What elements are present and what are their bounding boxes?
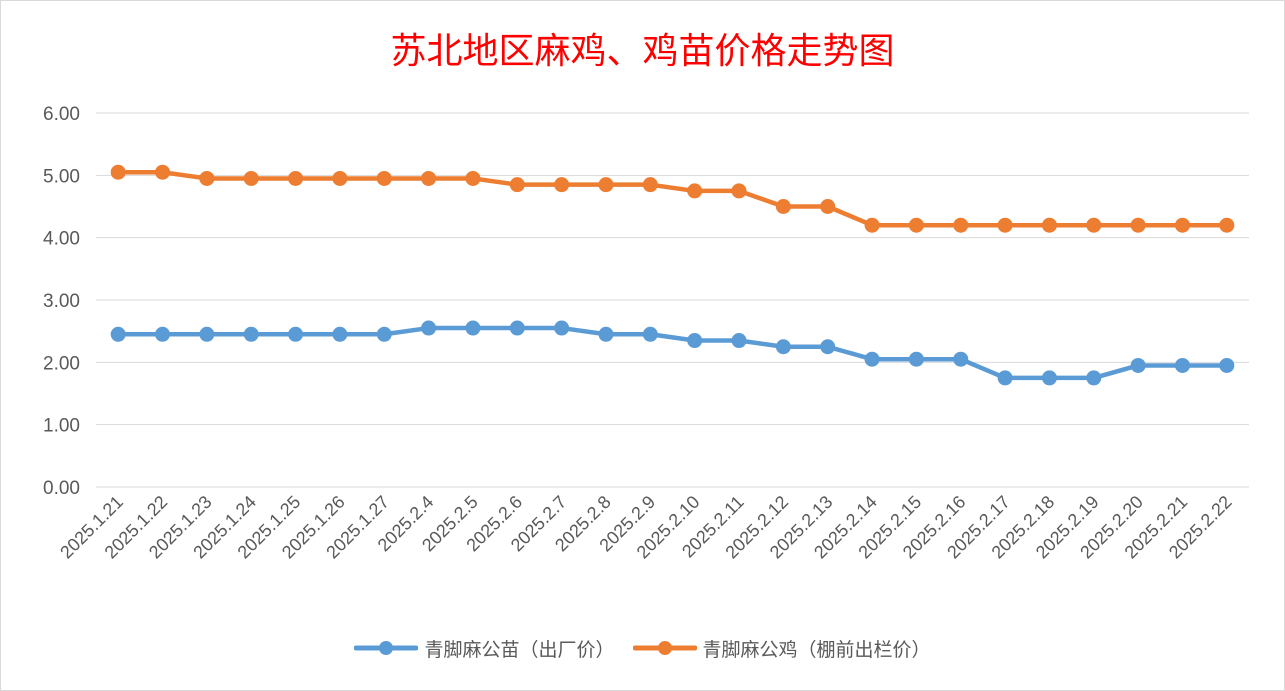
- series-2-point: [598, 177, 614, 193]
- series-2-point: [687, 183, 703, 199]
- y-tick-label: 0.00: [43, 478, 80, 499]
- y-tick-label: 1.00: [43, 416, 80, 437]
- series-1-point: [953, 351, 969, 367]
- series-2-point: [731, 183, 747, 199]
- series-1-point: [1041, 370, 1057, 386]
- series-2-line: [115, 169, 1230, 228]
- series-1-point: [1219, 357, 1235, 373]
- series-1-point: [687, 333, 703, 349]
- y-tick-label: 6.00: [43, 104, 80, 125]
- series-2-point: [820, 199, 836, 214]
- y-tick-label: 2.00: [43, 353, 80, 374]
- legend-label-series-2: 青脚麻公鸡（棚前出栏价）: [702, 638, 931, 661]
- legend-item-series-1: 青脚麻公苗（出厂价）: [354, 635, 615, 662]
- series-2-point: [1041, 217, 1057, 233]
- series-1-point: [243, 326, 259, 342]
- series-1-point: [820, 339, 836, 355]
- series-1-point: [642, 326, 658, 342]
- series-2-point: [110, 164, 126, 180]
- series-1-point: [509, 320, 525, 336]
- series-1-point: [110, 326, 126, 342]
- series-2-point: [509, 177, 525, 193]
- series-1-point: [554, 320, 570, 336]
- series-2-point: [376, 170, 392, 186]
- legend-label-series-1: 青脚麻公苗（出厂价）: [424, 638, 615, 661]
- series-1-point: [775, 339, 791, 355]
- series-1-point: [1174, 357, 1190, 373]
- series-2-point: [421, 170, 437, 186]
- series-2-point: [332, 170, 348, 186]
- series-1-point: [997, 370, 1013, 386]
- series-1: [110, 320, 1235, 386]
- series-group: [110, 164, 1235, 386]
- series-2-point: [465, 170, 481, 186]
- series-1-line: [115, 325, 1230, 381]
- series-2-point: [908, 217, 924, 233]
- y-tick-label: 4.00: [43, 229, 80, 250]
- series-2-point: [997, 217, 1013, 233]
- series-2-legend-marker: [632, 641, 697, 655]
- series-1-point: [908, 351, 924, 367]
- series-1-point: [465, 320, 481, 336]
- series-2-point: [775, 199, 791, 214]
- series-2: [110, 164, 1235, 233]
- series-1-legend-marker: [354, 641, 419, 655]
- series-2-point: [1130, 217, 1146, 233]
- series-1-point: [598, 326, 614, 342]
- series-2-point: [864, 217, 880, 233]
- series-1-point: [1086, 370, 1102, 386]
- series-2-point: [288, 170, 304, 186]
- series-1-point: [1130, 357, 1146, 373]
- gridlines: [96, 112, 1249, 488]
- y-tick-label: 5.00: [43, 166, 80, 187]
- series-1-point: [731, 333, 747, 349]
- x-axis: 2025.1.212025.1.222025.1.232025.1.242025…: [56, 492, 1235, 563]
- series-1-point: [421, 320, 437, 336]
- series-2-point: [199, 170, 215, 186]
- series-2-point: [243, 170, 259, 186]
- y-axis: 0.00 1.00 2.00 3.00 4.00 5.00 6.00: [43, 104, 80, 499]
- legend: 青脚麻公苗（出厂价） 青脚麻公鸡（棚前出栏价）: [0, 630, 1285, 666]
- series-1-point: [376, 326, 392, 342]
- series-2-point: [554, 177, 570, 193]
- series-2-point: [1174, 217, 1190, 233]
- series-2-point: [155, 164, 171, 180]
- series-2-point: [1219, 217, 1235, 233]
- legend-item-series-2: 青脚麻公鸡（棚前出栏价）: [632, 635, 931, 662]
- y-tick-label: 3.00: [43, 291, 80, 312]
- series-1-point: [199, 326, 215, 342]
- series-2-point: [953, 217, 969, 233]
- series-1-point: [288, 326, 304, 342]
- series-2-point: [1086, 217, 1102, 233]
- chart-title: 苏北地区麻鸡、鸡苗价格走势图: [390, 31, 895, 72]
- series-1-point: [864, 351, 880, 367]
- series-2-point: [642, 177, 658, 193]
- series-1-point: [155, 326, 171, 342]
- series-1-point: [332, 326, 348, 342]
